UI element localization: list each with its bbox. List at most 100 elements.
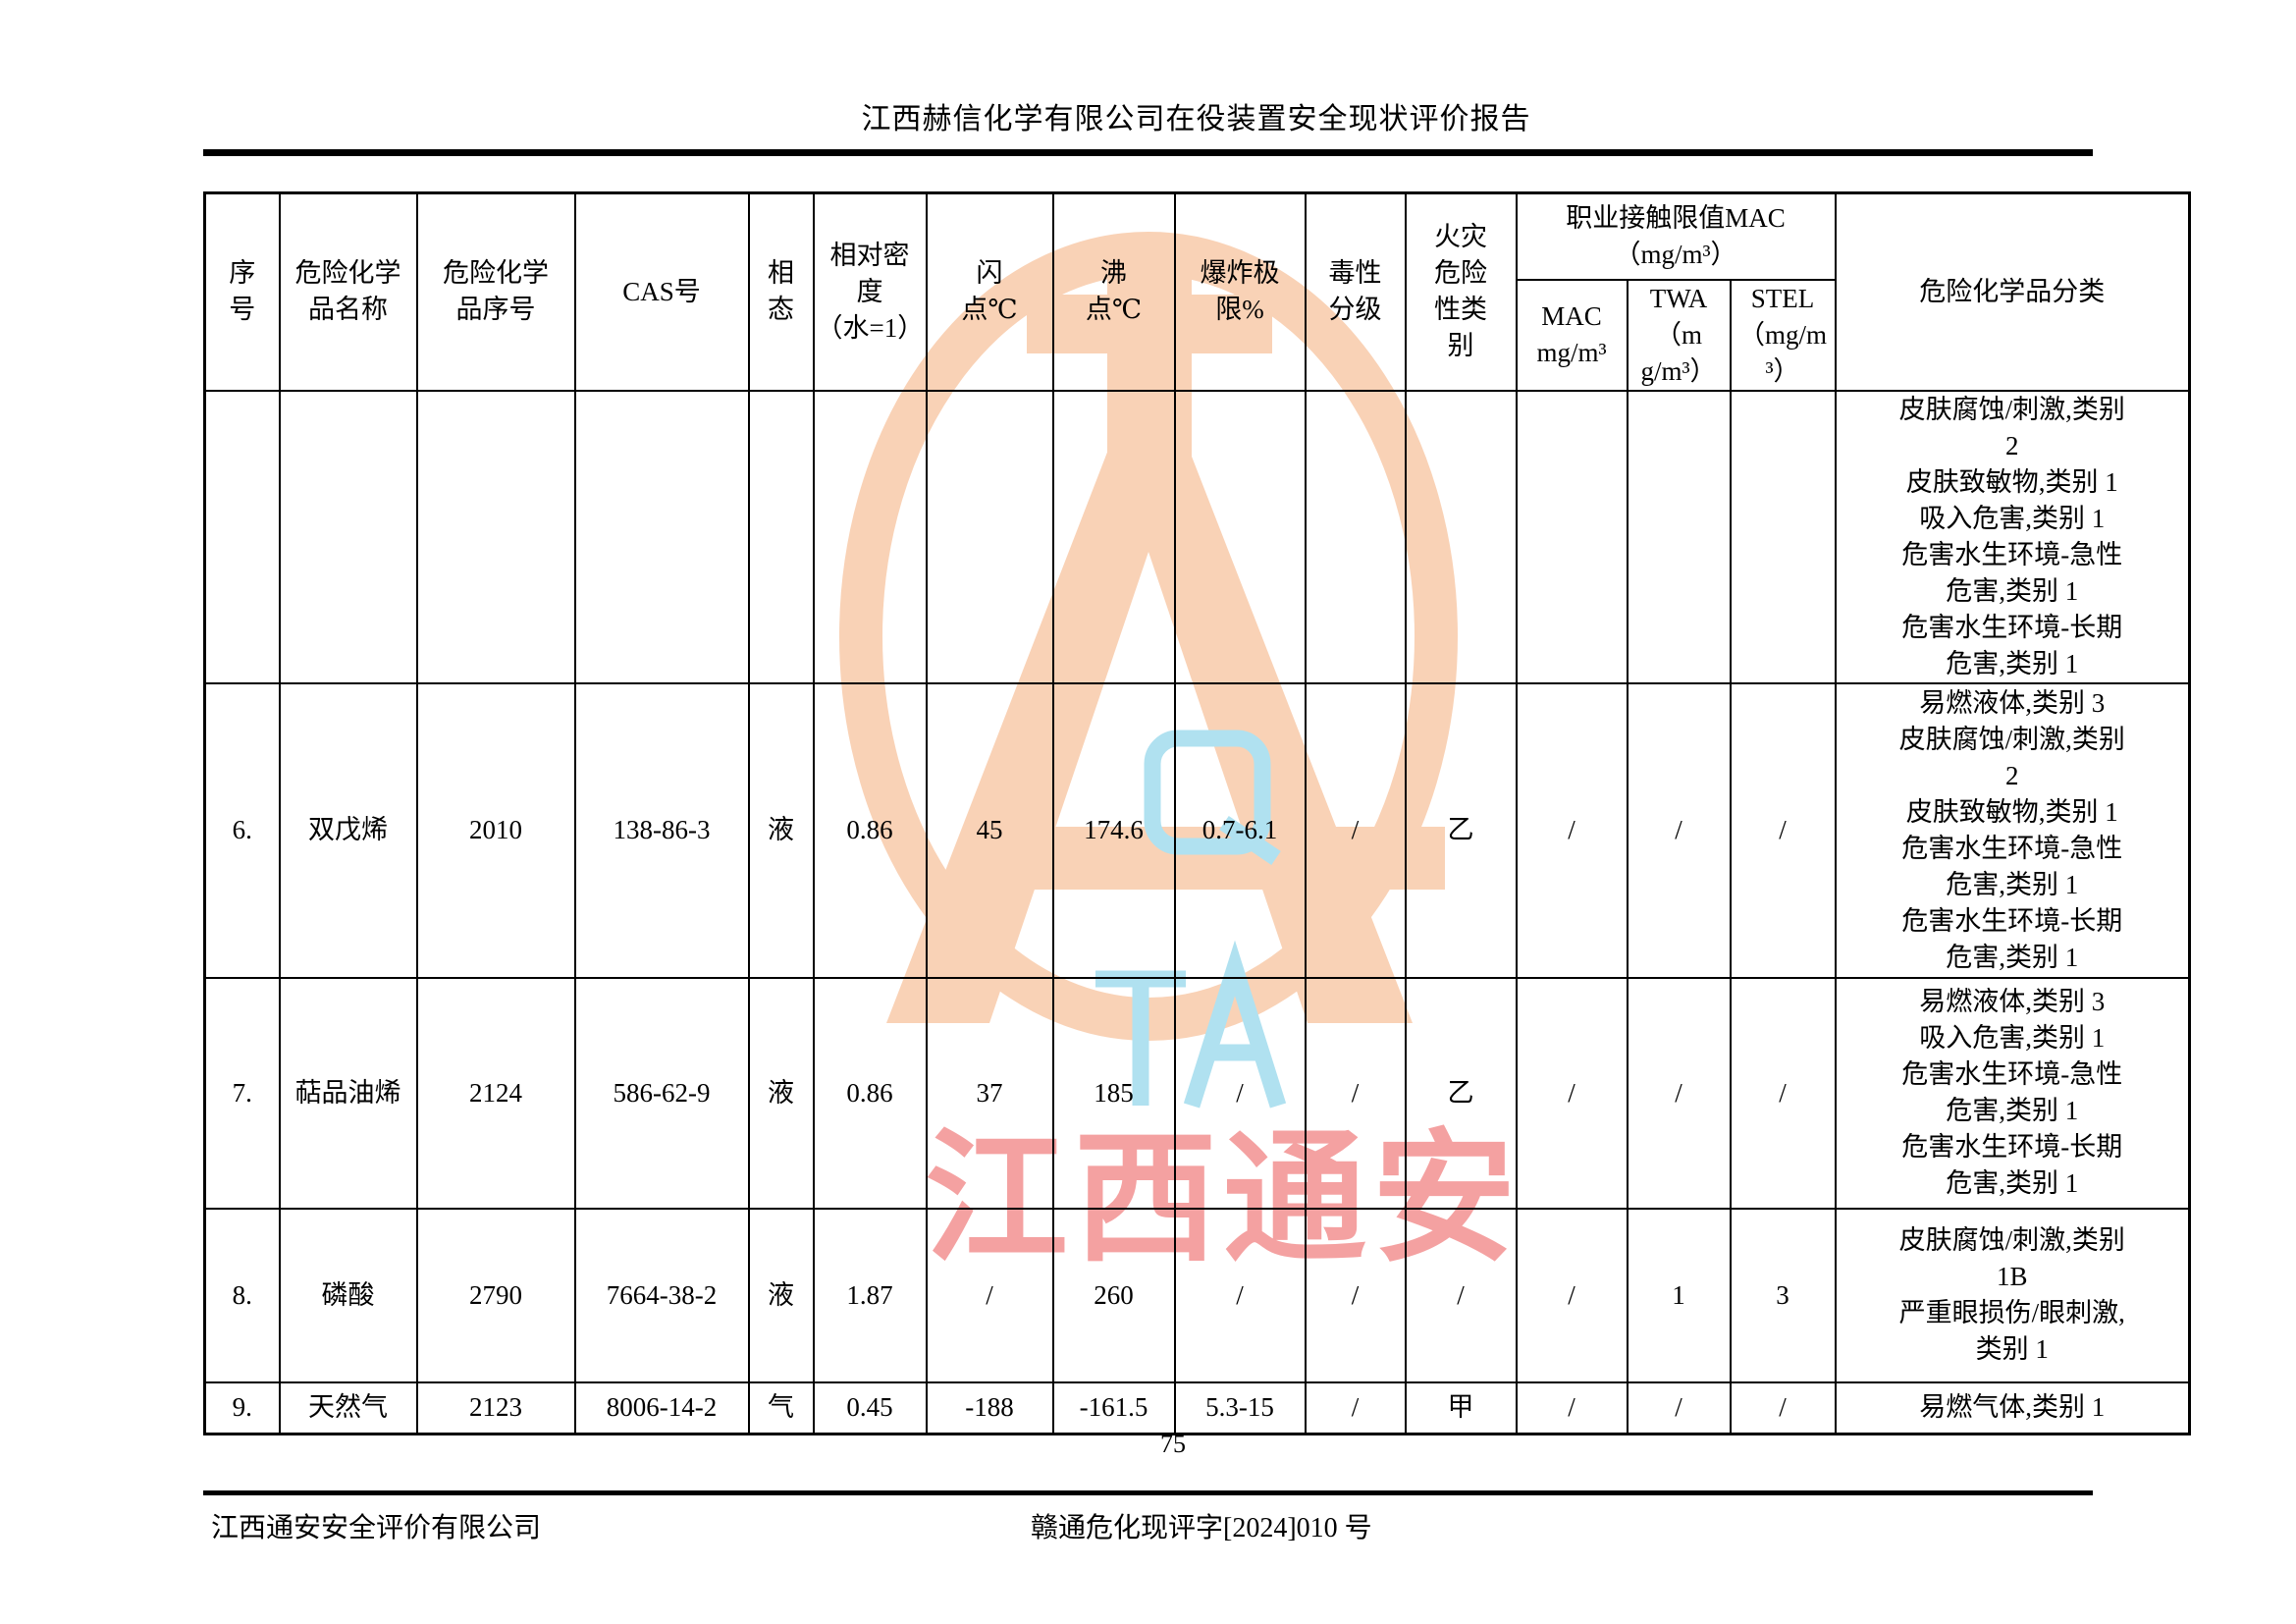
cell: 45 — [925, 681, 1054, 979]
footer-document-number: 赣通危化现评字[2024]010 号 — [1031, 1513, 1372, 1543]
cell: 3 — [1729, 1207, 1837, 1383]
cell — [1404, 389, 1518, 684]
header-twa: TWA （m g/m³） — [1626, 278, 1732, 392]
cell: / — [1626, 1380, 1732, 1435]
cell: / — [1626, 976, 1732, 1210]
cell: 0.7-6.1 — [1173, 681, 1307, 979]
cell: 9. — [203, 1380, 281, 1435]
cell: 磷酸 — [278, 1207, 418, 1383]
classification-cell: 皮肤腐蚀/刺激,类别 1B 严重眼损伤/眼刺激, 类别 1 — [1834, 1207, 2191, 1383]
cell: 液 — [747, 976, 815, 1210]
cell: 乙 — [1404, 681, 1518, 979]
cell: 7664-38-2 — [573, 1207, 750, 1383]
cell: 586-62-9 — [573, 976, 750, 1210]
header-phase: 相 态 — [747, 191, 815, 392]
header-explosion-limit: 爆炸极 限% — [1173, 191, 1307, 392]
cell: 萜品油烯 — [278, 976, 418, 1210]
header-fire-hazard: 火灾 危险 性类 别 — [1404, 191, 1518, 392]
cell: / — [1304, 976, 1407, 1210]
cell: / — [1626, 681, 1732, 979]
table-row: 6. 双戊烯 2010 138-86-3 液 0.86 45 174.6 0.7… — [203, 681, 2191, 979]
table-row: 9. 天然气 2123 8006-14-2 气 0.45 -188 -161.5… — [203, 1380, 2191, 1435]
cell: 甲 — [1404, 1380, 1518, 1435]
cell — [1051, 389, 1176, 684]
cell — [812, 389, 928, 684]
cell: / — [1304, 1207, 1407, 1383]
cell: 0.86 — [812, 681, 928, 979]
cell: 2124 — [415, 976, 576, 1210]
header-mac-group: 职业接触限值MAC （mg/m³） — [1515, 191, 1837, 281]
cell: 260 — [1051, 1207, 1176, 1383]
cell: -161.5 — [1051, 1380, 1176, 1435]
cell: 气 — [747, 1380, 815, 1435]
table-row: 皮肤腐蚀/刺激,类别 2 皮肤致敏物,类别 1 吸入危害,类别 1 危害水生环境… — [203, 389, 2191, 684]
cell: / — [1729, 1380, 1837, 1435]
cell — [1173, 389, 1307, 684]
page-title: 江西赫信化学有限公司在役装置安全现状评价报告 — [861, 103, 1531, 135]
cell — [203, 389, 281, 684]
cell: 液 — [747, 681, 815, 979]
header-stel: STEL （mg/m ³） — [1729, 278, 1837, 392]
header-density: 相对密 度 （水=1） — [812, 191, 928, 392]
header-cas: CAS号 — [573, 191, 750, 392]
cell — [415, 389, 576, 684]
header-rule — [203, 149, 2093, 156]
cell — [278, 389, 418, 684]
cell — [573, 389, 750, 684]
classification-cell: 易燃液体,类别 3 吸入危害,类别 1 危害水生环境-急性 危害,类别 1 危害… — [1834, 976, 2191, 1210]
cell — [1304, 389, 1407, 684]
cell: 乙 — [1404, 976, 1518, 1210]
header-boiling-point: 沸 点℃ — [1051, 191, 1176, 392]
classification-cell: 皮肤腐蚀/刺激,类别 2 皮肤致敏物,类别 1 吸入危害,类别 1 危害水生环境… — [1834, 389, 2191, 684]
cell: 双戊烯 — [278, 681, 418, 979]
cell: / — [1515, 976, 1629, 1210]
table-row: 7. 萜品油烯 2124 586-62-9 液 0.86 37 185 / / … — [203, 976, 2191, 1210]
header-toxicity: 毒性 分级 — [1304, 191, 1407, 392]
header-chemical-serial: 危险化学 品序号 — [415, 191, 576, 392]
cell: 2010 — [415, 681, 576, 979]
cell: 185 — [1051, 976, 1176, 1210]
cell: 37 — [925, 976, 1054, 1210]
cell: 8. — [203, 1207, 281, 1383]
cell: / — [1173, 1207, 1307, 1383]
classification-cell: 易燃气体,类别 1 — [1834, 1380, 2191, 1435]
cell: 8006-14-2 — [573, 1380, 750, 1435]
cell: / — [1729, 976, 1837, 1210]
header-classification: 危险化学品分类 — [1834, 191, 2191, 392]
cell: 7. — [203, 976, 281, 1210]
cell: 0.86 — [812, 976, 928, 1210]
cell: 1.87 — [812, 1207, 928, 1383]
cell: 5.3-15 — [1173, 1380, 1307, 1435]
cell: 6. — [203, 681, 281, 979]
cell — [1626, 389, 1732, 684]
cell: 2123 — [415, 1380, 576, 1435]
cell: / — [1304, 1380, 1407, 1435]
cell: -188 — [925, 1380, 1054, 1435]
cell: / — [1515, 681, 1629, 979]
cell: 174.6 — [1051, 681, 1176, 979]
cell — [1729, 389, 1837, 684]
cell: / — [1515, 1207, 1629, 1383]
cell: 天然气 — [278, 1380, 418, 1435]
cell: 138-86-3 — [573, 681, 750, 979]
cell — [925, 389, 1054, 684]
cell: 2790 — [415, 1207, 576, 1383]
table-header-row: 序 号 危险化学 品名称 危险化学 品序号 CAS号 相 态 相对密 度 （水=… — [203, 191, 2191, 392]
header-mac: MAC mg/m³ — [1515, 278, 1629, 392]
cell: 液 — [747, 1207, 815, 1383]
footer-company: 江西通安安全评价有限公司 — [211, 1513, 542, 1543]
classification-cell: 易燃液体,类别 3 皮肤腐蚀/刺激,类别 2 皮肤致敏物,类别 1 危害水生环境… — [1834, 681, 2191, 979]
header-index: 序 号 — [203, 191, 281, 392]
cell: / — [1515, 1380, 1629, 1435]
cell — [1515, 389, 1629, 684]
table-subheader-row: MAC mg/m³ TWA （m g/m³） STEL （mg/m ³） — [205, 278, 2190, 392]
table-row: 8. 磷酸 2790 7664-38-2 液 1.87 / 260 / / / … — [203, 1207, 2191, 1383]
cell: 0.45 — [812, 1380, 928, 1435]
cell: / — [1404, 1207, 1518, 1383]
cell: / — [925, 1207, 1054, 1383]
cell: / — [1729, 681, 1837, 979]
footer-rule — [203, 1490, 2093, 1495]
cell — [747, 389, 815, 684]
cell: 1 — [1626, 1207, 1732, 1383]
